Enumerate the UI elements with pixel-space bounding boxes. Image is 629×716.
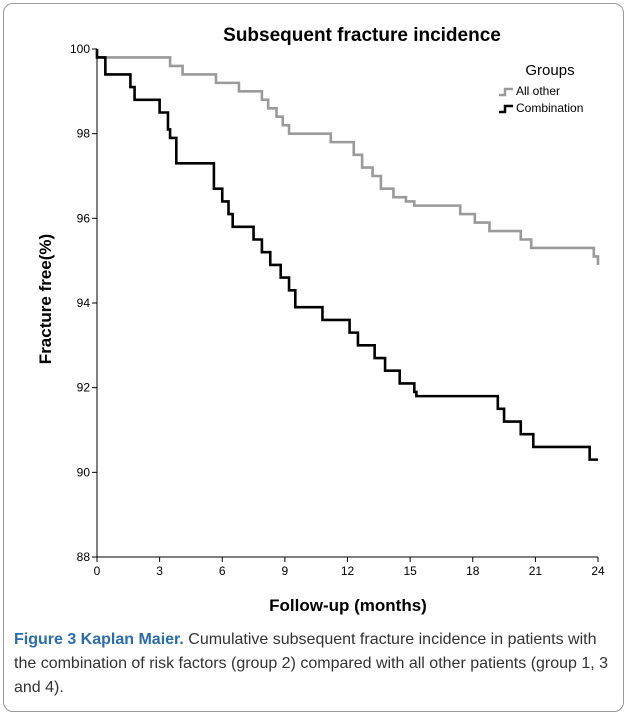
y-axis-label: Fracture free(%) [36, 234, 55, 364]
y-tick-label: 88 [77, 550, 91, 564]
x-tick-label: 21 [529, 564, 543, 578]
legend-title: Groups [525, 62, 574, 79]
y-tick-label: 100 [70, 42, 90, 56]
x-tick-label: 9 [282, 564, 289, 578]
legend-item-all-other: All other [499, 84, 560, 98]
y-tick-label: 96 [77, 211, 91, 225]
x-tick-label: 18 [466, 564, 480, 578]
legend-label-all-other: All other [516, 84, 560, 98]
y-tick-label: 94 [77, 296, 91, 310]
chart-title: Subsequent fracture incidence [223, 25, 501, 46]
legend: Groups All other Combination [499, 62, 583, 115]
x-tick-label: 12 [341, 564, 355, 578]
figure-frame [3, 3, 624, 712]
x-tick-label: 15 [403, 564, 417, 578]
y-tick-label: 98 [77, 127, 91, 141]
plot-area: 88 90 92 94 96 98 100 0 3 6 9 12 15 18 21 24 [70, 42, 605, 578]
y-tick-label: 90 [77, 465, 91, 479]
x-axis-label: Follow-up (months) [269, 596, 427, 615]
x-tick-label: 6 [219, 564, 226, 578]
legend-item-combination: Combination [499, 101, 583, 115]
x-tick-label: 24 [591, 564, 605, 578]
caption-label: Figure 3 Kaplan Maier. [14, 631, 184, 648]
legend-label-combination: Combination [516, 101, 583, 115]
figure-caption: Figure 3 Kaplan Maier. Cumulative subseq… [14, 628, 614, 700]
caption-text: Cumulative subsequent fracture incidence… [14, 631, 609, 696]
x-tick-label: 0 [94, 564, 101, 578]
x-tick-label: 3 [156, 564, 163, 578]
legend-swatch-combination [499, 104, 513, 114]
survival-curve-combination [95, 49, 598, 461]
legend-swatch-all-other [499, 87, 513, 97]
y-tick-label: 92 [77, 381, 91, 395]
survival-curve-all-other [95, 49, 600, 265]
